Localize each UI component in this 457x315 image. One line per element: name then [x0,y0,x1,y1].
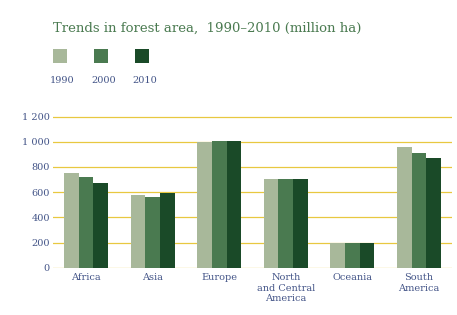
Bar [412,153,426,268]
Bar [330,243,345,268]
Text: Trends in forest area,  1990–2010 (million ha): Trends in forest area, 1990–2010 (millio… [53,22,361,35]
Bar [160,193,175,268]
Bar [93,183,108,268]
Bar [227,141,241,268]
Bar [264,179,278,268]
Bar [360,243,374,268]
Bar [197,142,212,268]
Bar [131,195,145,268]
Bar [145,197,160,268]
Bar [278,179,293,268]
Bar [345,243,360,268]
Text: 2000: 2000 [91,76,116,85]
Bar [79,177,93,268]
Text: 2010: 2010 [133,76,157,85]
Bar [397,147,412,268]
Bar [426,158,441,268]
Text: 1990: 1990 [50,76,75,85]
Bar [212,141,227,268]
Bar [64,173,79,268]
Bar [293,179,308,268]
